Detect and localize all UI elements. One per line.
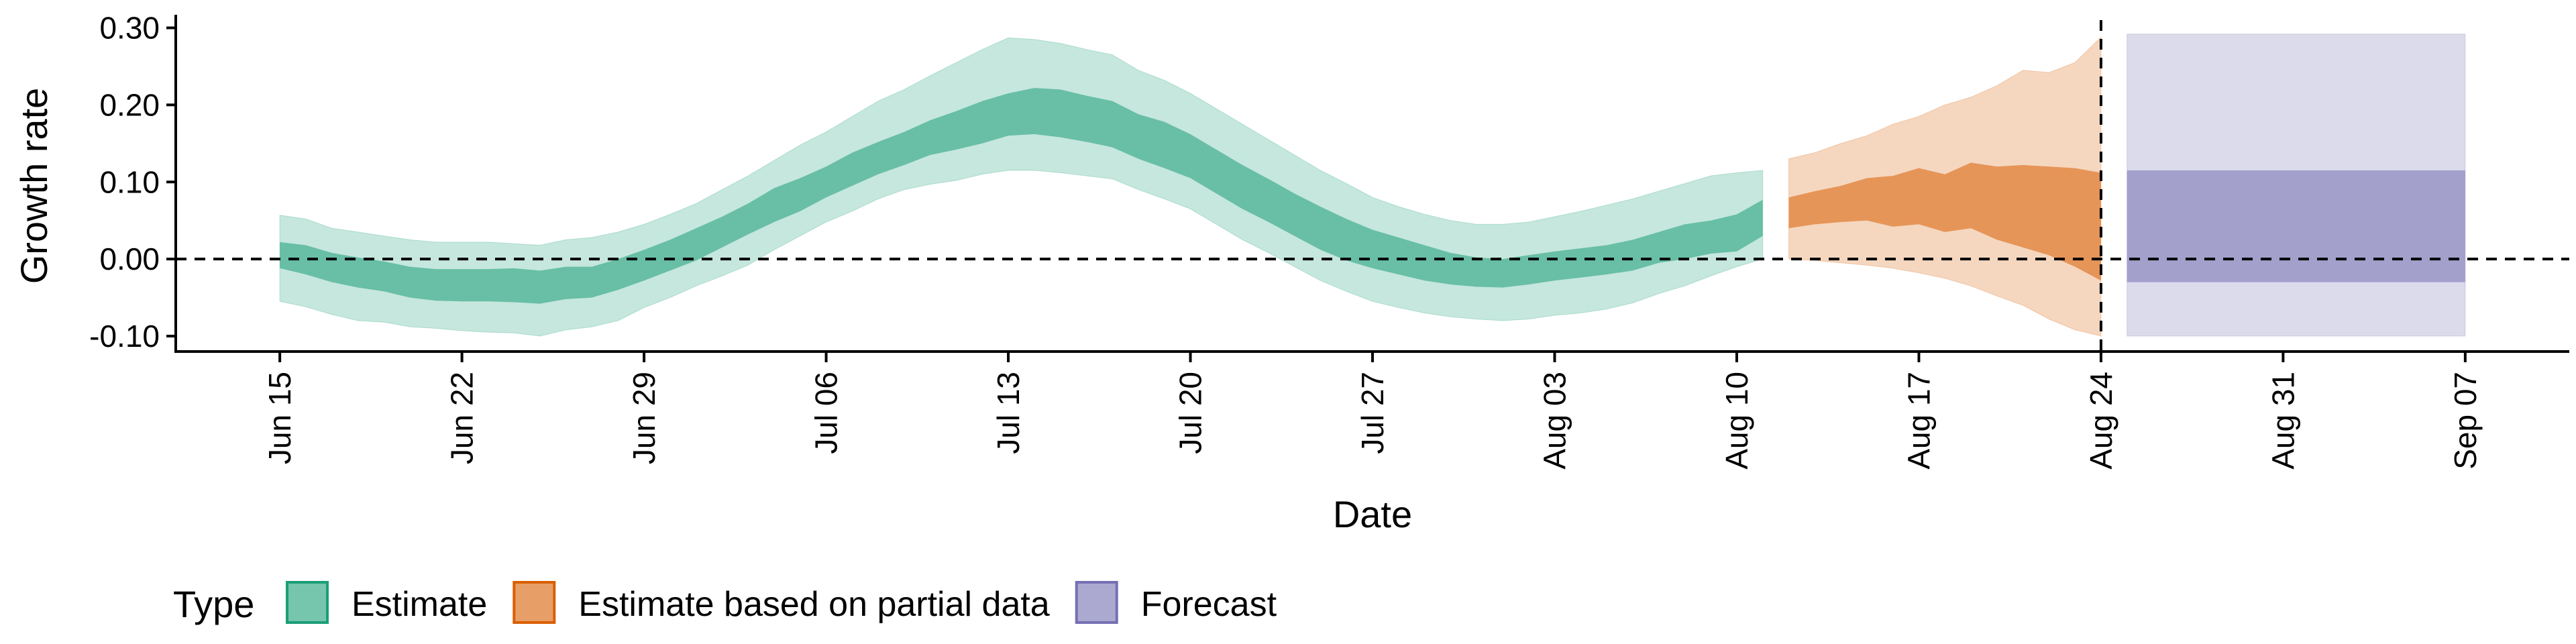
y-axis-title: Growth rate bbox=[13, 88, 55, 284]
x-axis-title: Date bbox=[1333, 493, 1412, 535]
x-tick-label: Jun 15 bbox=[262, 372, 297, 464]
estimate-50-interval bbox=[280, 88, 1763, 304]
legend-label-estimate-based-on-partial-data: Estimate based on partial data bbox=[578, 585, 1050, 624]
x-tick-label: Aug 10 bbox=[1719, 372, 1754, 470]
uncertainty-bands bbox=[279, 34, 2466, 337]
y-axis-ticks: -0.10 0.00 0.10 0.20 0.30 bbox=[89, 10, 176, 354]
x-tick-label: Aug 17 bbox=[1901, 372, 1936, 470]
legend-title: Type bbox=[173, 583, 254, 625]
x-tick-label: Jul 13 bbox=[991, 372, 1026, 454]
y-tick-label: 0.00 bbox=[99, 241, 160, 276]
x-tick-label: Aug 31 bbox=[2265, 372, 2300, 470]
forecast-50-interval bbox=[2127, 170, 2465, 282]
legend-swatch-estimate bbox=[286, 581, 329, 624]
x-tick-label: Jul 20 bbox=[1173, 372, 1208, 454]
y-tick-label: -0.10 bbox=[89, 319, 160, 354]
y-tick-label: 0.30 bbox=[99, 10, 160, 45]
y-tick-label: 0.10 bbox=[99, 164, 160, 199]
x-tick-label: Jun 29 bbox=[627, 372, 661, 464]
x-tick-label: Jun 22 bbox=[445, 372, 480, 464]
x-tick-label: Sep 07 bbox=[2448, 372, 2483, 470]
x-tick-label: Aug 03 bbox=[1538, 372, 1572, 470]
reference-lines bbox=[176, 20, 2569, 352]
estimate-based-on-partial-data-50-interval bbox=[1788, 162, 2101, 281]
x-tick-label: Jul 27 bbox=[1355, 372, 1390, 454]
legend-swatch-estimate-based-on-partial-data bbox=[513, 581, 556, 624]
legend-label-estimate: Estimate bbox=[352, 585, 487, 624]
x-axis-ticks: Jun 15 Jun 22 Jun 29 Jul 06 Jul 13 Jul 20 Jul … bbox=[262, 352, 2483, 470]
legend-swatch-forecast bbox=[1075, 581, 1118, 624]
x-tick-label: Aug 24 bbox=[2084, 372, 2118, 470]
x-tick-label: Jul 06 bbox=[809, 372, 844, 454]
legend: Type Estimate Estimate based on partial d… bbox=[173, 581, 1277, 625]
y-tick-label: 0.20 bbox=[99, 87, 160, 122]
legend-label-forecast: Forecast bbox=[1141, 585, 1277, 624]
